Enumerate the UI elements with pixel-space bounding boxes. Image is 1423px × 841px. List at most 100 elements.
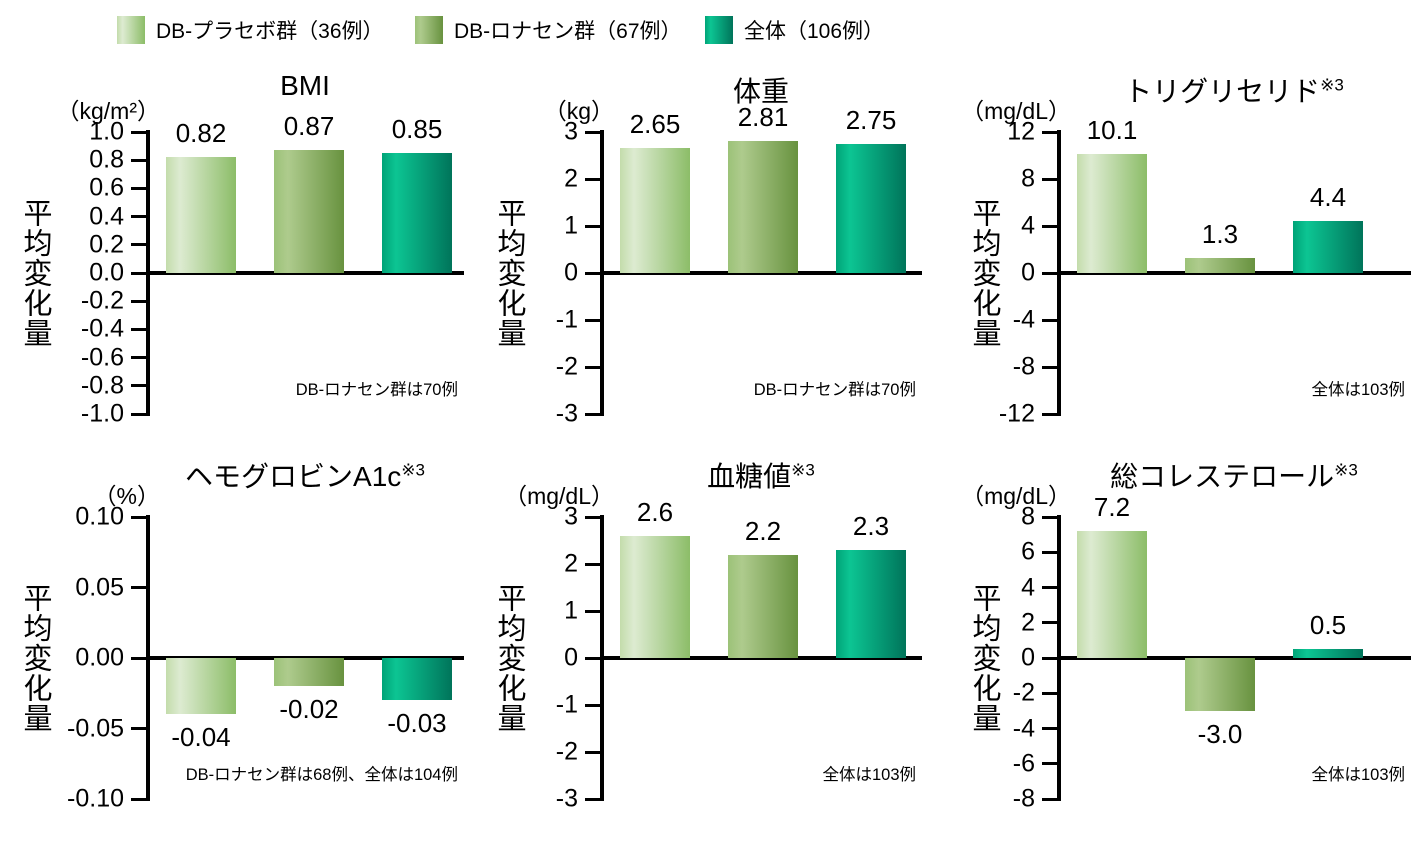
bar-value-label: -0.02 [279,694,339,725]
y-axis-tick-label: 3 [564,117,578,146]
y-axis-title: 平均変化量 [19,583,51,733]
chart-title-text: 体重 [732,76,789,107]
bar-value-label: 2.75 [845,104,897,135]
y-axis-tick-label: -2 [1012,678,1035,707]
y-axis-tick-label: 0 [1021,643,1035,672]
plot-area: 8 6 4 2 0 -2 -4 -6 -8 7.2 -3.0 0.5 全体は103例 [1013,492,1411,813]
chart-title-text: BMI [280,70,330,101]
y-axis-tick-mark [131,412,146,416]
y-axis-tick-mark [585,130,600,134]
y-axis-unit-label: （%） [93,483,160,509]
x-axis-zero-line [146,271,464,275]
legend: DB-プラセボ群（36例） DB-ロナセン群（67例） 全体（106例） [0,0,1423,62]
y-axis-unit-label: （mg/dL） [961,98,1071,124]
y-axis-tick-label: 0.0 [89,258,124,287]
y-axis-tick-label: 0.4 [89,202,124,231]
y-axis-tick-mark [1042,130,1057,134]
y-axis-tick-mark [131,727,146,730]
y-axis-title: 平均変化量 [493,198,525,348]
x-axis-zero-line [1057,271,1411,275]
bar-placebo [1077,154,1147,273]
bar-placebo [1077,531,1147,658]
y-axis-tick-mark [585,412,600,416]
bar-value-label: -0.04 [171,722,231,753]
sample-size-note: DB-ロナセン群は70例 [753,381,916,399]
y-axis-tick-mark [1042,586,1057,589]
y-axis-tick-mark [585,365,600,369]
y-axis-tick-mark [1042,412,1057,416]
y-axis-tick-mark [585,177,600,181]
legend-item: DB-ロナセン群（67例） [415,15,682,45]
y-axis-tick-label: 2 [1021,608,1035,637]
chart-body-weight: 体重 （kg） 平均変化量 3 2 1 0 -1 -2 -3 2.65 2.81 2.75 DB-ロナセン… [474,70,948,456]
chart-title: ヘモグロビンA1c※3 [146,455,464,495]
sample-size-note: 全体は103例 [822,766,916,784]
y-axis-tick-label: -0.05 [67,714,124,742]
chart-total-cholesterol: 総コレステロール※3 （mg/dL） 平均変化量 8 6 4 2 0 -2 -4 -6 -8 7.2 -3… [949,455,1423,841]
y-axis-tick-mark [131,186,146,190]
plot-area: 0.10 0.05 0.00 -0.05 -0.10 -0.04 -0.02 -0.03 DB-… [67,503,464,813]
y-axis-tick-label: -6 [1012,749,1035,778]
chart-blood-glucose: 血糖値※3 （mg/dL） 平均変化量 3 2 1 0 -1 -2 -3 2.6 2.2 2.3 全体は1… [474,455,948,841]
y-axis-unit-label: （mg/dL） [504,483,614,509]
y-axis-tick-mark [131,215,146,219]
y-axis-tick-mark [131,356,146,360]
y-axis-tick-label: 0.10 [75,502,124,531]
y-axis-tick-label: -0.8 [80,371,124,400]
y-axis-tick-label: -0.4 [80,314,124,343]
chart-title-text: トリグリセリド [1124,76,1321,107]
bar-lonasen [1185,658,1255,711]
y-axis-tick-label: 0 [564,643,578,672]
chart-title: 総コレステロール※3 [1057,455,1411,495]
bar-placebo [166,658,236,715]
y-axis-tick-mark [131,515,146,519]
chart-bmi: BMI （kg/m²） 平均変化量 1.0 0.8 0.6 0.4 0.2 0.0 -0.2 -0.… [0,70,474,456]
y-axis-tick-mark [1042,224,1057,228]
y-axis-title: 平均変化量 [19,198,51,348]
y-axis-tick-mark [1042,621,1057,625]
legend-item: 全体（106例） [705,15,884,45]
y-axis-tick-label: -2 [555,352,578,381]
bar-value-label: 0.82 [175,118,227,149]
legend-item: DB-プラセボ群（36例） [117,15,384,45]
y-axis-tick-mark [131,130,146,134]
y-axis-tick-mark [1042,691,1057,695]
x-axis-zero-line [600,271,922,275]
y-axis-tick-mark [131,271,146,275]
y-axis-tick-mark [585,224,600,228]
y-axis-tick-mark [585,656,600,660]
y-axis-unit-label: （kg） [543,98,614,124]
bar-lonasen [274,658,344,687]
y-axis-tick-label: 2 [564,164,578,193]
bar-value-label: 1.3 [1201,218,1239,249]
bar-value-label: 0.85 [391,114,443,145]
sample-size-note: DB-ロナセン群は68例、全体は104例 [185,766,458,784]
y-axis-tick-mark [585,609,600,613]
y-axis-tick-label: 1 [564,596,578,625]
y-axis-tick-label: -4 [1012,305,1035,334]
y-axis-tick-label: -8 [1012,784,1035,813]
chart-title-footnote-marker: ※3 [791,460,815,480]
y-axis-tick-mark [585,562,600,566]
legend-swatch-icon [117,16,145,44]
y-axis-tick-mark [1042,727,1057,730]
y-axis-tick-mark [1042,271,1057,275]
y-axis-tick-label: -3 [555,784,578,813]
y-axis-tick-mark [1042,656,1057,660]
chart-title-text: 総コレステロール [1110,461,1335,492]
bar-overall [836,549,906,658]
y-axis-tick-mark [585,515,600,519]
y-axis-tick-mark [131,299,146,303]
y-axis-tick-mark [1042,515,1057,519]
y-axis-title: 平均変化量 [968,198,1000,348]
x-axis-zero-line [600,656,922,660]
bar-placebo [620,148,690,273]
y-axis-tick-mark [1042,365,1057,369]
plot-area: 3 2 1 0 -1 -2 -3 2.65 2.81 2.75 DB-ロナセン群は70例 [556,102,922,428]
chart-title-text: ヘモグロビンA1c [185,461,402,492]
bar-value-label: 4.4 [1309,182,1347,213]
chart-title-footnote-marker: ※3 [1334,460,1358,480]
y-axis-tick-mark [585,703,600,707]
y-axis-tick-mark [1042,797,1057,801]
y-axis-tick-label: -1 [555,305,578,334]
